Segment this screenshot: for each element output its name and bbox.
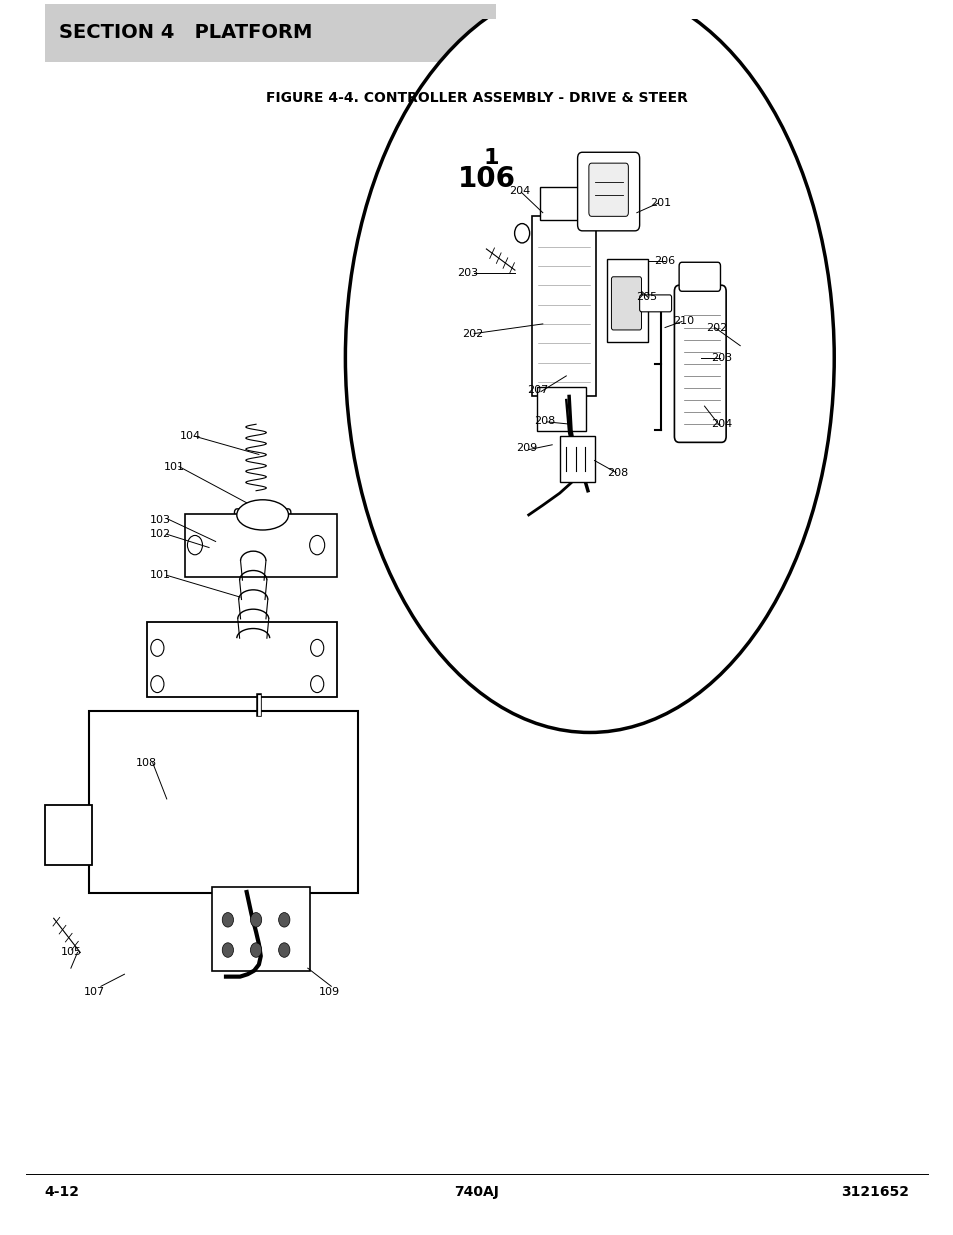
Text: 104: 104 (179, 431, 201, 441)
Circle shape (187, 536, 202, 555)
Text: 102: 102 (150, 530, 171, 540)
Text: 1: 1 (483, 148, 498, 168)
Circle shape (151, 640, 164, 656)
Text: 208: 208 (607, 468, 628, 478)
Circle shape (251, 942, 261, 957)
Text: SECTION 4   PLATFORM: SECTION 4 PLATFORM (58, 23, 312, 42)
Text: 204: 204 (710, 419, 731, 430)
FancyBboxPatch shape (639, 295, 671, 311)
FancyBboxPatch shape (531, 216, 596, 396)
FancyBboxPatch shape (89, 710, 357, 893)
Ellipse shape (345, 0, 833, 732)
FancyBboxPatch shape (212, 887, 310, 971)
Text: 107: 107 (84, 987, 105, 998)
Text: 208: 208 (534, 416, 555, 426)
Text: 106: 106 (456, 164, 515, 193)
FancyBboxPatch shape (537, 387, 585, 431)
Circle shape (251, 913, 261, 927)
FancyBboxPatch shape (606, 258, 647, 342)
Ellipse shape (236, 500, 288, 530)
Text: 3121652: 3121652 (841, 1184, 908, 1199)
Circle shape (222, 942, 233, 957)
Text: 201: 201 (649, 198, 670, 207)
Text: 105: 105 (60, 947, 81, 957)
FancyBboxPatch shape (611, 277, 640, 330)
Circle shape (278, 913, 290, 927)
FancyBboxPatch shape (674, 285, 725, 442)
Circle shape (278, 942, 290, 957)
FancyBboxPatch shape (45, 4, 496, 62)
Circle shape (151, 676, 164, 693)
Circle shape (311, 676, 323, 693)
FancyBboxPatch shape (679, 262, 720, 291)
Circle shape (311, 640, 323, 656)
Text: 101: 101 (164, 462, 185, 472)
Text: 202: 202 (705, 322, 726, 332)
FancyBboxPatch shape (234, 509, 291, 542)
FancyBboxPatch shape (539, 188, 583, 220)
Circle shape (514, 224, 529, 243)
FancyBboxPatch shape (185, 514, 336, 577)
Text: 109: 109 (318, 987, 339, 998)
Text: 207: 207 (527, 385, 548, 395)
Circle shape (222, 913, 233, 927)
FancyBboxPatch shape (147, 622, 336, 698)
Polygon shape (45, 805, 91, 866)
Text: FIGURE 4-4. CONTROLLER ASSEMBLY - DRIVE & STEER: FIGURE 4-4. CONTROLLER ASSEMBLY - DRIVE … (266, 91, 687, 105)
Text: 202: 202 (461, 329, 482, 338)
Text: 206: 206 (654, 256, 675, 266)
Text: 101: 101 (150, 571, 171, 580)
Text: 203: 203 (456, 268, 477, 278)
Text: 205: 205 (635, 293, 656, 303)
Text: 210: 210 (673, 316, 694, 326)
Text: 108: 108 (135, 758, 156, 768)
Text: 740AJ: 740AJ (454, 1184, 499, 1199)
Text: 103: 103 (150, 515, 171, 525)
FancyBboxPatch shape (559, 436, 595, 482)
FancyBboxPatch shape (577, 152, 639, 231)
Text: 203: 203 (710, 353, 731, 363)
Text: 204: 204 (508, 186, 529, 196)
FancyBboxPatch shape (588, 163, 628, 216)
Circle shape (310, 536, 324, 555)
Text: 4-12: 4-12 (45, 1184, 79, 1199)
Text: 209: 209 (516, 443, 537, 453)
